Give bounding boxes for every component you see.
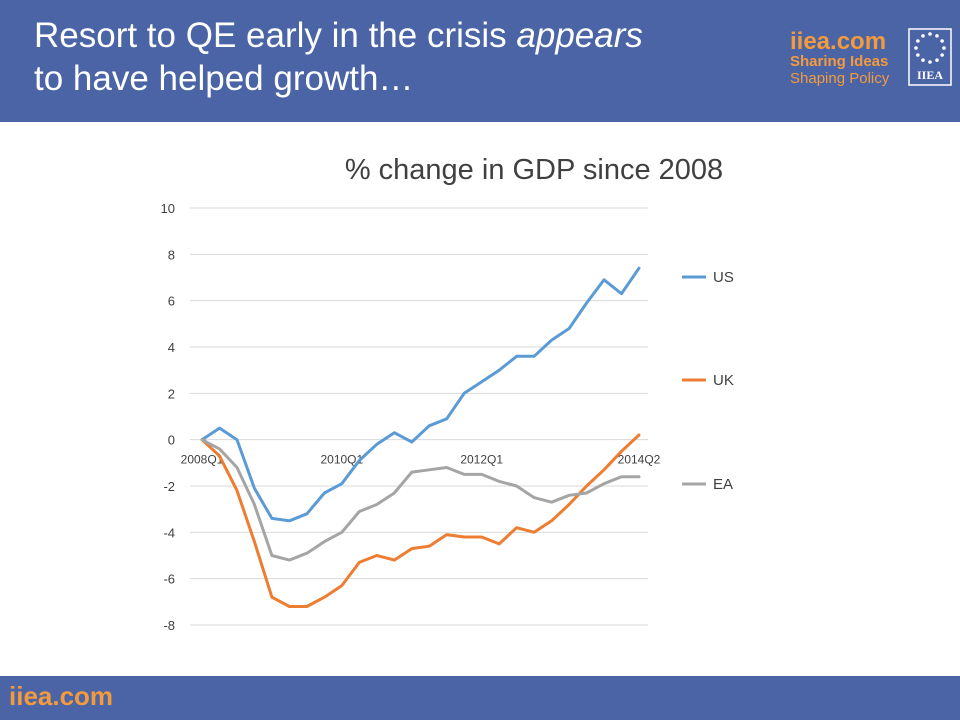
emblem-star <box>916 39 920 43</box>
y-tick-label: 4 <box>168 340 175 355</box>
emblem-star <box>916 53 920 57</box>
chart-legend: US UK EA <box>682 269 734 493</box>
emblem-star <box>935 34 939 38</box>
legend-label-us: US <box>713 269 734 286</box>
logo-tagline-sharing: Sharing Ideas <box>790 53 889 70</box>
legend-label-ea: EA <box>713 476 733 493</box>
emblem-star <box>914 46 918 50</box>
y-tick-label: 8 <box>168 247 175 262</box>
title-italic-word: appears <box>516 16 643 55</box>
emblem-star <box>928 60 932 64</box>
chart-series <box>200 266 641 608</box>
series-line-uk <box>200 433 641 608</box>
chart-title: % change in GDP since 2008 <box>345 154 723 186</box>
title-part-2: to have helped growth… <box>34 59 414 98</box>
eu-stars-emblem-icon: IIEA <box>908 28 952 86</box>
slide-title: Resort to QE early in the crisis appears… <box>34 14 794 100</box>
series-line-ea <box>200 438 641 562</box>
svg-text:IIEA: IIEA <box>917 68 943 82</box>
footer-logo: iiea.com <box>9 681 114 711</box>
x-tick-label: 2012Q1 <box>460 453 503 467</box>
y-tick-label: 2 <box>168 386 175 401</box>
chart-gridlines <box>190 207 648 626</box>
logo-tagline-shaping: Shaping Policy <box>790 70 890 87</box>
y-tick-label: 6 <box>168 294 175 309</box>
x-tick-label: 2014Q2 <box>618 453 661 467</box>
series-line-us <box>200 266 641 523</box>
title-part-1: Resort to QE early in the crisis <box>34 16 507 55</box>
y-tick-label: -2 <box>163 479 175 494</box>
y-tick-label: -8 <box>163 618 175 633</box>
x-tick-label: 2010Q1 <box>320 453 363 467</box>
x-axis-ticks: 2008Q1 2010Q1 2012Q1 2014Q2 <box>181 453 661 467</box>
gdp-line-chart: % change in GDP since 2008 10 8 6 4 2 0 -2 -4 -6… <box>161 154 734 633</box>
legend-label-uk: UK <box>713 372 734 389</box>
y-axis-ticks: 10 8 6 4 2 0 -2 -4 -6 -8 <box>161 201 175 633</box>
emblem-star <box>935 58 939 62</box>
y-tick-label: 0 <box>168 433 175 448</box>
x-tick-label: 2008Q1 <box>181 453 224 467</box>
emblem-star <box>921 58 925 62</box>
iiea-logo: iiea.com Sharing Ideas Shaping Policy II… <box>790 28 955 98</box>
y-tick-label: 10 <box>161 201 175 216</box>
logo-name: iiea.com <box>790 28 887 55</box>
emblem-star <box>940 39 944 43</box>
emblem-star <box>921 34 925 38</box>
emblem-star <box>940 53 944 57</box>
emblem-star <box>942 46 946 50</box>
slide-header: Resort to QE early in the crisis appears… <box>0 0 960 122</box>
emblem-star <box>928 32 932 36</box>
y-tick-label: -4 <box>163 525 175 540</box>
slide-footer: iiea.com <box>0 676 960 720</box>
y-tick-label: -6 <box>163 572 175 587</box>
